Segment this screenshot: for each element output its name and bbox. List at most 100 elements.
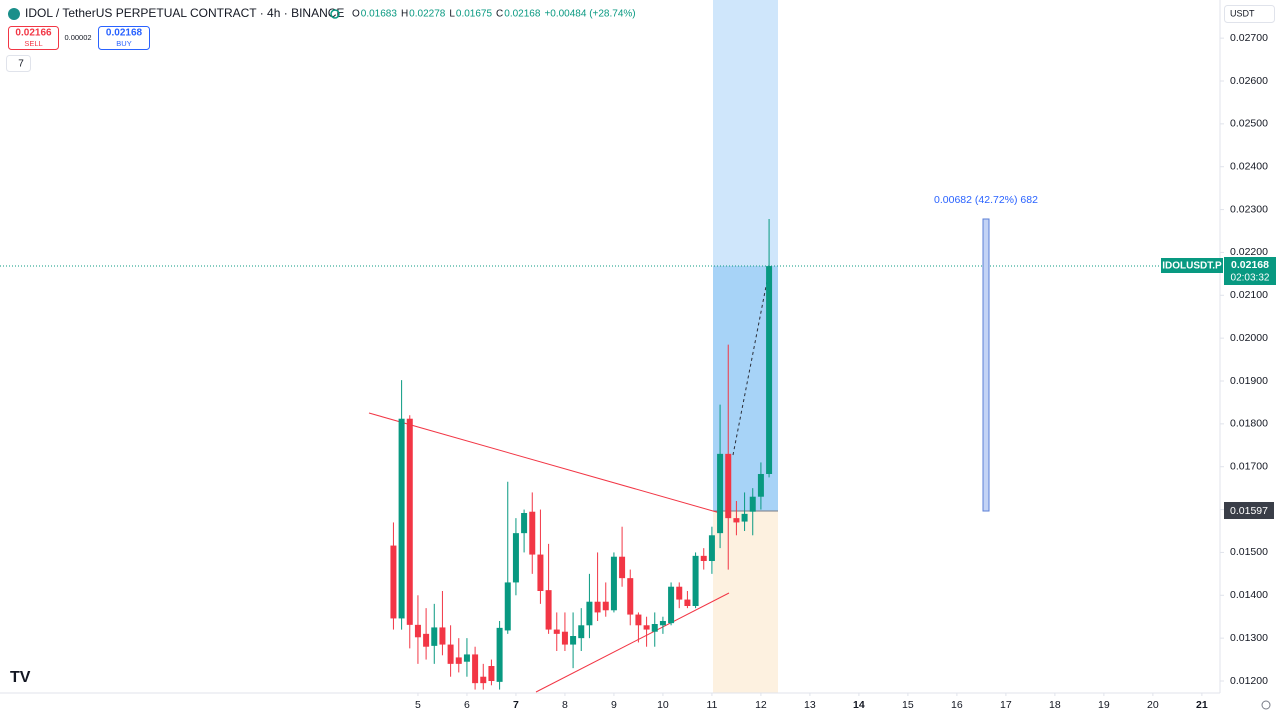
y-tick-label: 0.02200 [1230,246,1268,258]
x-tick-label: 12 [755,699,767,711]
marker-price: 0.01597 [1230,505,1268,517]
x-tick-label: 8 [562,699,568,711]
x-tick-label: 10 [657,699,669,711]
x-tick-label: 6 [464,699,470,711]
settings-icon[interactable] [1261,700,1271,710]
candle-body [431,627,438,646]
candle-body [749,496,756,512]
status-dot [330,9,340,19]
candle-body [676,586,683,600]
x-tick-label: 15 [902,699,914,711]
candle-body [594,601,601,613]
y-tick-label: 0.01300 [1230,632,1268,644]
candle-body [602,601,609,611]
ohlc-value: 0.01683 [361,9,398,20]
candle-body [406,418,413,625]
indicator-toggle[interactable] [6,55,31,72]
candle-body [651,624,658,632]
x-tick-label: 9 [611,699,617,711]
sell-price: 0.02166 [15,28,52,39]
x-tick-label: 11 [706,699,717,711]
buy-label: BUY [116,39,131,48]
candle-body [521,513,528,534]
candle-body [610,556,617,611]
measure-label: 0.00682 (42.72%) 682 [934,194,1038,206]
candle-body [447,644,454,664]
candle-body [472,654,479,684]
ohlc-key: H [401,9,408,20]
last-price-badge [1224,257,1276,285]
candle-body [455,657,462,664]
candle-body [725,453,732,519]
logo: TV [10,669,31,686]
x-tick-label: 18 [1049,699,1061,711]
y-tick-label: 0.02500 [1230,118,1268,130]
countdown: 02:03:32 [1231,273,1270,284]
candle-body [586,601,593,626]
ohlc-value: 0.02168 [504,9,541,20]
ohlc-change: +0.00484 (+28.74%) [544,9,635,20]
ohlc-key: L [449,9,455,20]
dashed-line [732,265,771,456]
indicator-count: 7 [18,59,24,70]
candle-body [537,554,544,591]
candle-body [545,590,552,630]
trend-line [368,412,721,514]
last-price: 0.02168 [1231,259,1269,271]
marker-badge [1224,502,1274,519]
candle-body [733,518,740,523]
candle-body [398,418,405,619]
y-tick-label: 0.02000 [1230,332,1268,344]
y-tick-label: 0.02400 [1230,160,1268,172]
candle-body [504,582,511,631]
ohlc-value: 0.02278 [409,9,446,20]
candle-body [668,586,675,624]
candle-body [627,578,634,615]
candle-body [741,513,748,522]
x-tick-label: 21 [1196,699,1208,711]
x-tick-label: 20 [1147,699,1159,711]
x-tick-label: 5 [415,699,421,711]
symbol-logo [8,8,20,20]
candle-body [414,624,421,638]
candle-body [578,625,585,639]
ohlc-value: 0.01675 [456,9,493,20]
x-tick-label: 19 [1098,699,1110,711]
candle-body [766,266,773,474]
x-tick-label: 14 [853,699,865,711]
candle-body [717,453,724,534]
candle-body [619,556,626,579]
price-axis [1220,0,1280,716]
y-tick-label: 0.01700 [1230,460,1268,472]
candle-body [529,511,536,555]
y-tick-label: 0.02600 [1230,75,1268,87]
currency: USDT [1230,8,1255,18]
candle-body [570,636,577,645]
candle-body [561,631,568,645]
candle-body [390,545,397,619]
buy-price: 0.02168 [106,28,143,39]
candle-body [480,676,487,684]
sell-button[interactable] [8,26,59,50]
candle-body [757,474,764,497]
ohlc: O 0.01683 H 0.02278 L 0.01675 C 0.02168 +0.00484… [352,9,636,20]
y-tick-label: 0.01800 [1230,418,1268,430]
y-tick-label: 0.01200 [1230,675,1268,687]
sell-label: SELL [24,39,42,48]
candle-body [684,599,691,606]
symbol-badge [1161,258,1223,273]
currency-button[interactable] [1224,5,1275,23]
candle-body [496,627,503,682]
candle-body [512,533,519,583]
x-tick-label: 16 [951,699,963,711]
x-tick-label: 7 [513,699,519,711]
candle-body [692,555,699,606]
buy-button[interactable] [98,26,150,50]
candle-body [635,614,642,626]
y-tick-label: 0.02700 [1230,32,1268,44]
ohlc-key: C [496,9,503,20]
y-tick-label: 0.01500 [1230,546,1268,558]
trend-line [535,592,730,693]
